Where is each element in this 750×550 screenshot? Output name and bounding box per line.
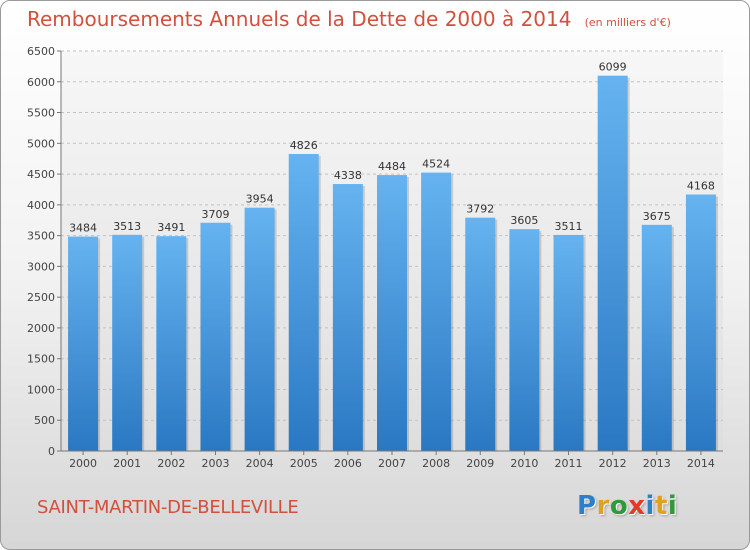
x-tick-label: 2014 <box>687 457 715 470</box>
bar-value-label: 4826 <box>290 139 318 152</box>
bar-2002 <box>156 236 187 451</box>
bar-value-label: 4484 <box>378 160 406 173</box>
x-tick-label: 2012 <box>599 457 627 470</box>
y-tick-label: 1000 <box>27 383 55 396</box>
y-tick-label: 0 <box>48 445 55 458</box>
bar-value-label: 3511 <box>555 220 583 233</box>
bar-value-label: 3484 <box>69 222 97 235</box>
y-tick-label: 4500 <box>27 168 55 181</box>
bar-2014 <box>685 194 716 451</box>
x-tick-label: 2003 <box>201 457 229 470</box>
y-tick-label: 1500 <box>27 353 55 366</box>
y-tick-label: 3500 <box>27 230 55 243</box>
logo-letter: i <box>645 491 655 521</box>
x-tick-label: 2010 <box>510 457 538 470</box>
x-tick-label: 2001 <box>113 457 141 470</box>
data-labels: 3484 3513 3491 3709 3954 4826 4338 4484 4524 3792… <box>69 61 715 235</box>
bar-2007 <box>377 175 407 452</box>
x-tick-label: 2005 <box>290 457 318 470</box>
y-tick-label: 4000 <box>27 199 55 212</box>
title-block: Remboursements Annuels de la Dette de 20… <box>27 7 671 31</box>
y-tick-label: 6000 <box>27 76 55 89</box>
bar-value-label: 4524 <box>422 158 450 171</box>
axes: 0 500 1000 1500 2000 2500 3000 3500 4000 4500 5000… <box>27 45 723 470</box>
x-tick-label: 2007 <box>378 457 406 470</box>
y-tick-label: 500 <box>34 414 55 427</box>
x-tick-label: 2011 <box>555 457 583 470</box>
bar-value-label: 6099 <box>599 61 627 74</box>
bar-2003 <box>200 222 231 451</box>
x-tick-label: 2008 <box>422 457 450 470</box>
x-tick-label: 2013 <box>643 457 671 470</box>
bar-2008 <box>421 172 452 451</box>
logo-letter: o <box>609 491 629 521</box>
bar-value-label: 3513 <box>113 220 141 233</box>
bar-2009 <box>465 217 496 451</box>
bar-2005 <box>288 154 319 451</box>
bar-value-label: 4338 <box>334 169 362 182</box>
bar-2012 <box>597 75 628 451</box>
commune-name: SAINT-MARTIN-DE-BELLEVILLE <box>37 497 299 518</box>
bar-value-label: 3675 <box>643 210 671 223</box>
x-tick-label: 2004 <box>246 457 274 470</box>
bar-2010 <box>509 229 540 451</box>
chart-title: Remboursements Annuels de la Dette de 20… <box>27 7 572 31</box>
logo-letter: i <box>667 491 678 521</box>
x-tick-label: 2000 <box>69 457 97 470</box>
bar-2006 <box>332 184 363 452</box>
y-tick-label: 2000 <box>27 322 55 335</box>
bar-2013 <box>641 224 672 451</box>
bar-2000 <box>68 236 99 451</box>
y-tick-label: 5000 <box>27 137 55 150</box>
bar-value-label: 3709 <box>201 208 229 221</box>
logo-letter: t <box>654 491 668 521</box>
bar-2004 <box>244 207 275 451</box>
logo-letter: r <box>596 491 610 521</box>
y-tick-label: 5500 <box>27 107 55 120</box>
chart-subtitle: (en milliers d'€) <box>584 16 671 29</box>
bar-value-label: 3491 <box>157 221 185 234</box>
bar-value-label: 3954 <box>246 193 274 206</box>
x-tick-label: 2009 <box>466 457 494 470</box>
y-tick-label: 3000 <box>27 260 55 273</box>
y-tick-label: 2500 <box>27 291 55 304</box>
bars <box>68 75 718 452</box>
x-tick-label: 2002 <box>157 457 185 470</box>
bar-2001 <box>112 234 143 451</box>
bar-value-label: 3605 <box>510 214 538 227</box>
x-tick-label: 2006 <box>334 457 362 470</box>
y-tick-label: 6500 <box>27 45 55 58</box>
bar-value-label: 3792 <box>466 203 494 216</box>
logo-letter: x <box>628 491 646 521</box>
proxiti-logo: Proxiti <box>577 491 677 521</box>
bar-2011 <box>553 234 584 451</box>
logo-letter: P <box>577 491 597 521</box>
bar-value-label: 4168 <box>687 180 715 193</box>
